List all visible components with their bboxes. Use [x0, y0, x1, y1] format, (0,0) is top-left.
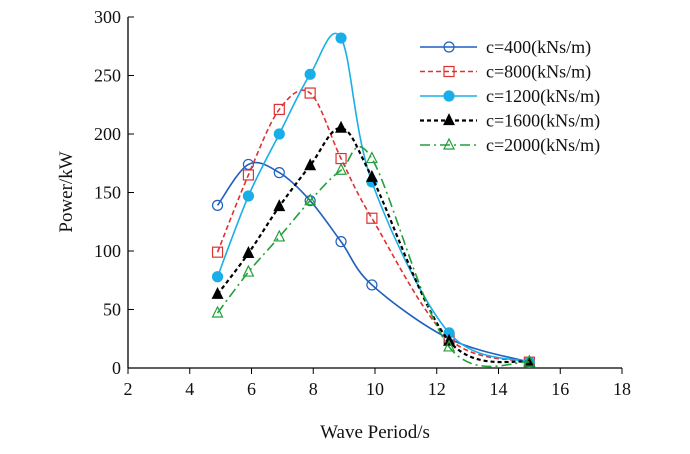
x-tick-label: 2: [124, 379, 133, 399]
data-point: [273, 167, 285, 179]
data-point: [304, 158, 317, 171]
series-line: [216, 32, 530, 363]
series-line: [216, 161, 530, 363]
y-tick-label: 200: [94, 124, 121, 144]
data-point: [273, 199, 286, 212]
x-axis-label: Wave Period/s: [320, 422, 430, 443]
data-point: [242, 190, 255, 202]
legend-item: c=1200(kNs/m): [420, 86, 600, 107]
legend-marker: [443, 137, 455, 150]
series-lines: [211, 32, 536, 368]
axes: 2 4 6 8 10 12 14 16 18 0 50 100 150 200 250 300: [94, 7, 631, 399]
x-tick-label: 12: [428, 379, 446, 399]
y-tick-label: 0: [112, 358, 121, 378]
data-point: [443, 339, 456, 352]
y-axis-label: Power/kW: [56, 151, 77, 232]
data-point: [365, 151, 378, 164]
legend-label: c=800(kNs/m): [486, 62, 591, 83]
legend-label: c=1200(kNs/m): [486, 86, 600, 107]
x-tick-label: 18: [613, 379, 631, 399]
data-point: [304, 68, 316, 80]
data-point: [273, 229, 286, 242]
legend-label: c=1600(kNs/m): [486, 111, 600, 132]
series-line: [216, 145, 530, 368]
series-3: [211, 120, 536, 367]
data-point: [335, 120, 348, 133]
legend-label: c=2000(kNs/m): [486, 135, 600, 156]
data-point: [523, 354, 536, 367]
legend-item: c=1600(kNs/m): [420, 111, 600, 132]
y-tick-label: 100: [94, 241, 121, 261]
legend-marker: [443, 90, 455, 102]
data-point: [273, 128, 285, 140]
data-point: [366, 279, 378, 291]
legend-marker: [443, 65, 455, 78]
series-0: [211, 158, 535, 368]
data-point: [366, 212, 378, 224]
y-tick-label: 150: [94, 183, 121, 203]
y-tick-label: 250: [94, 66, 121, 86]
x-tick-label: 4: [185, 379, 194, 399]
data-point: [304, 193, 317, 206]
data-point: [335, 32, 347, 44]
data-point: [273, 103, 285, 116]
legend: c=400(kNs/m) c=800(kNs/m) c=1200(kNs/m) c=1…: [420, 37, 600, 156]
x-tick-label: 16: [551, 379, 569, 399]
data-point: [365, 169, 378, 182]
data-point: [211, 199, 224, 211]
data-point: [304, 87, 316, 99]
data-point: [242, 169, 255, 181]
legend-marker: [443, 41, 455, 53]
x-tick-label: 10: [366, 379, 384, 399]
series-4: [211, 145, 536, 368]
legend-item: c=400(kNs/m): [420, 37, 591, 58]
data-point: [211, 286, 224, 299]
data-point: [242, 264, 255, 277]
legend-marker: [443, 113, 455, 126]
legend-label: c=400(kNs/m): [486, 37, 591, 58]
data-point: [211, 246, 224, 258]
x-tick-label: 14: [490, 379, 508, 399]
y-tick-label: 300: [94, 7, 121, 27]
legend-item: c=800(kNs/m): [420, 62, 591, 83]
x-tick-label: 8: [309, 379, 318, 399]
y-tick-label: 50: [103, 300, 121, 320]
data-point: [335, 162, 348, 175]
series-2: [211, 32, 535, 368]
data-point: [242, 245, 255, 258]
data-point: [211, 305, 224, 318]
data-point: [335, 236, 347, 248]
x-tick-label: 6: [247, 379, 256, 399]
legend-item: c=2000(kNs/m): [420, 135, 600, 156]
data-point: [211, 271, 224, 283]
series-line: [216, 89, 530, 363]
